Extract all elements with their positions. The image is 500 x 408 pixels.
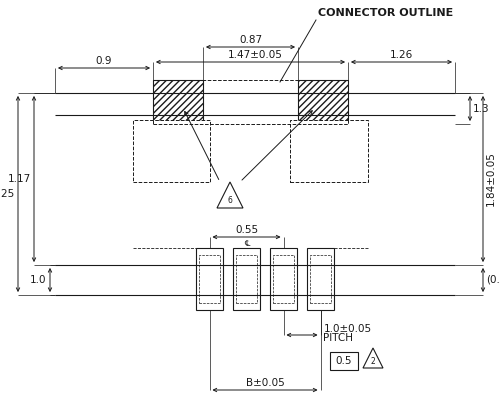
Bar — [270, 248, 297, 310]
Text: CONNECTOR OUTLINE: CONNECTOR OUTLINE — [318, 8, 453, 18]
Bar — [273, 255, 294, 303]
Bar — [153, 80, 348, 124]
Text: 0.87: 0.87 — [239, 35, 262, 45]
Bar — [233, 248, 260, 310]
Bar — [236, 255, 257, 303]
Bar — [310, 255, 331, 303]
Text: 6: 6 — [228, 196, 232, 205]
Bar — [153, 80, 203, 124]
Text: 1.3: 1.3 — [473, 104, 490, 113]
Bar — [307, 248, 334, 310]
Text: PITCH: PITCH — [324, 333, 354, 343]
Bar — [199, 255, 220, 303]
Bar — [330, 352, 358, 370]
Text: 1.17: 1.17 — [8, 174, 31, 184]
Text: 0.55: 0.55 — [235, 225, 258, 235]
Text: 0.5: 0.5 — [336, 356, 352, 366]
Text: 1.84±0.05: 1.84±0.05 — [486, 151, 496, 206]
Bar — [290, 120, 368, 182]
Text: 1.0: 1.0 — [30, 275, 46, 285]
Bar — [133, 120, 210, 182]
Text: 0.9: 0.9 — [96, 56, 112, 66]
Text: (0.49): (0.49) — [486, 275, 500, 285]
Text: 1.26: 1.26 — [390, 50, 413, 60]
Text: 1.25: 1.25 — [0, 189, 15, 199]
Text: 1.0±0.05: 1.0±0.05 — [324, 324, 372, 334]
Bar — [298, 80, 348, 124]
Text: B±0.05: B±0.05 — [246, 378, 284, 388]
Text: 1.47±0.05: 1.47±0.05 — [228, 50, 283, 60]
Bar — [196, 248, 223, 310]
Text: ℄: ℄ — [244, 239, 249, 248]
Text: 2: 2 — [370, 357, 376, 366]
